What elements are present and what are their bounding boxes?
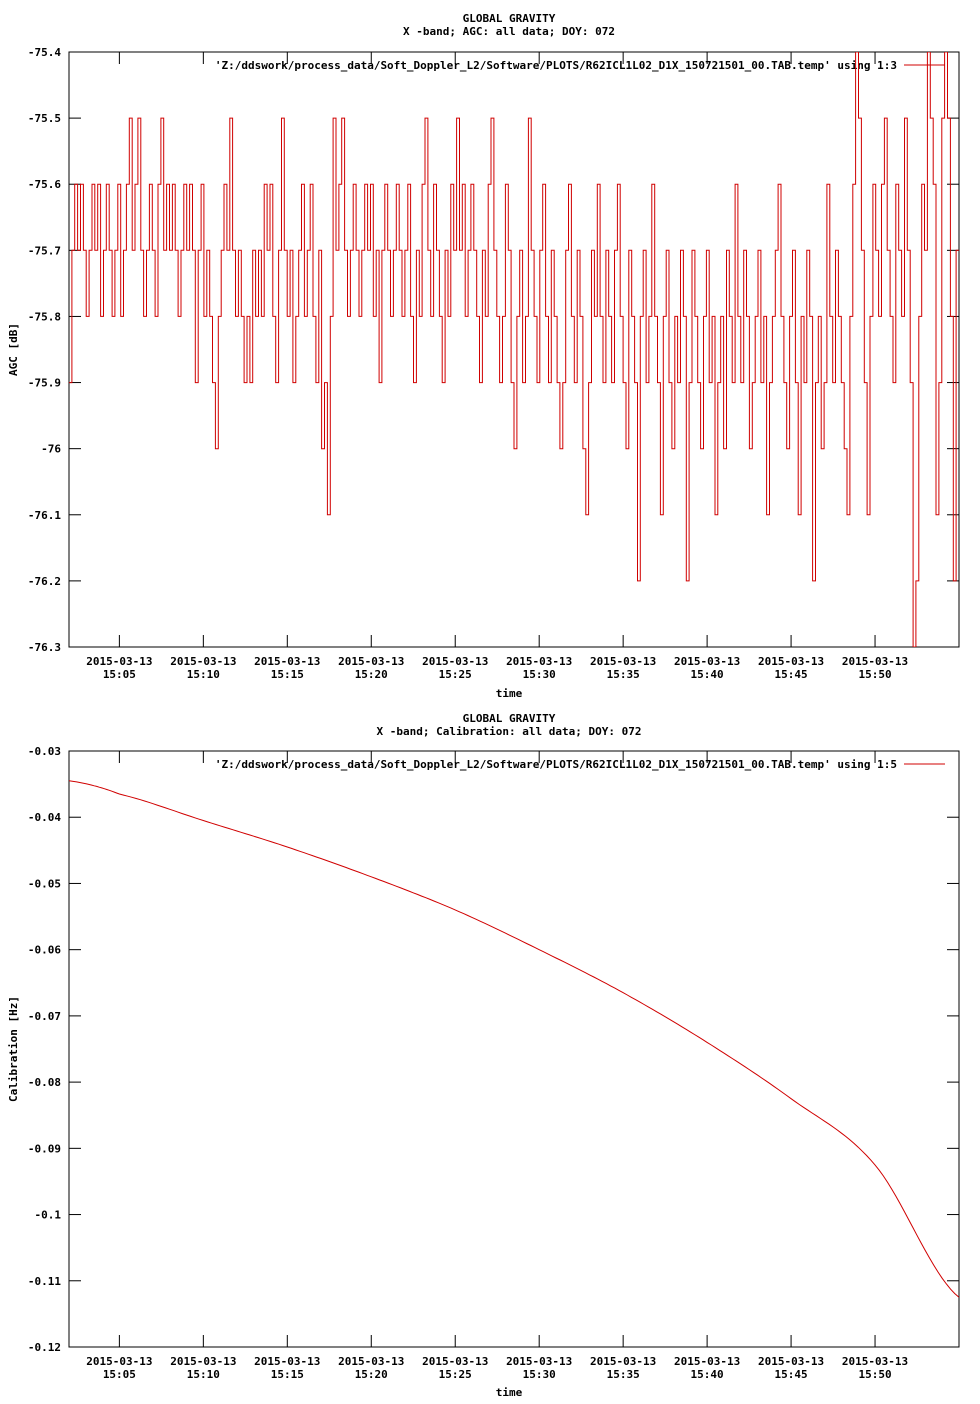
x-tick-time-label: 15:40 bbox=[691, 668, 724, 681]
y-tick-label: -0.09 bbox=[28, 1142, 61, 1155]
x-tick-time-label: 15:20 bbox=[355, 1368, 388, 1381]
x-tick-time-label: 15:30 bbox=[523, 1368, 556, 1381]
x-tick-time-label: 15:05 bbox=[103, 668, 136, 681]
x-tick-time-label: 15:45 bbox=[775, 1368, 808, 1381]
y-tick-label: -76.2 bbox=[28, 575, 61, 588]
plot-frame bbox=[69, 751, 959, 1347]
x-tick-time-label: 15:15 bbox=[271, 668, 304, 681]
x-tick-date-label: 2015-03-13 bbox=[338, 655, 404, 668]
y-tick-label: -0.11 bbox=[28, 1275, 61, 1288]
x-tick-date-label: 2015-03-13 bbox=[842, 655, 908, 668]
y-tick-label: -75.4 bbox=[28, 46, 61, 59]
x-tick-date-label: 2015-03-13 bbox=[422, 1355, 488, 1368]
x-tick-time-label: 15:50 bbox=[858, 668, 891, 681]
x-tick-date-label: 2015-03-13 bbox=[86, 655, 152, 668]
y-tick-label: -0.07 bbox=[28, 1010, 61, 1023]
x-tick-time-label: 15:10 bbox=[187, 1368, 220, 1381]
y-tick-label: -76.3 bbox=[28, 641, 61, 654]
x-tick-date-label: 2015-03-13 bbox=[674, 1355, 740, 1368]
x-tick-date-label: 2015-03-13 bbox=[254, 1355, 320, 1368]
x-tick-date-label: 2015-03-13 bbox=[674, 655, 740, 668]
y-tick-label: -0.04 bbox=[28, 811, 61, 824]
x-tick-time-label: 15:35 bbox=[607, 668, 640, 681]
x-tick-date-label: 2015-03-13 bbox=[86, 1355, 152, 1368]
y-tick-label: -0.12 bbox=[28, 1341, 61, 1354]
x-tick-date-label: 2015-03-13 bbox=[590, 655, 656, 668]
chart-subtitle: X -band; Calibration: all data; DOY: 072 bbox=[377, 725, 642, 738]
y-axis-label: AGC [dB] bbox=[7, 323, 20, 376]
series-line bbox=[69, 52, 959, 647]
x-tick-time-label: 15:20 bbox=[355, 668, 388, 681]
x-axis-label: time bbox=[496, 687, 523, 700]
chart-subtitle: X -band; AGC: all data; DOY: 072 bbox=[403, 25, 615, 38]
x-tick-date-label: 2015-03-13 bbox=[506, 1355, 572, 1368]
y-tick-label: -0.1 bbox=[35, 1209, 62, 1222]
x-tick-time-label: 15:35 bbox=[607, 1368, 640, 1381]
y-tick-label: -0.08 bbox=[28, 1076, 61, 1089]
x-tick-time-label: 15:10 bbox=[187, 668, 220, 681]
series-line bbox=[69, 781, 959, 1298]
y-tick-label: -0.06 bbox=[28, 944, 61, 957]
x-tick-date-label: 2015-03-13 bbox=[758, 1355, 824, 1368]
x-tick-time-label: 15:25 bbox=[439, 668, 472, 681]
y-tick-label: -76 bbox=[41, 443, 61, 456]
y-tick-label: -76.1 bbox=[28, 509, 61, 522]
x-tick-time-label: 15:30 bbox=[523, 668, 556, 681]
x-tick-time-label: 15:50 bbox=[858, 1368, 891, 1381]
y-axis-label: Calibration [Hz] bbox=[7, 996, 20, 1102]
chart-title: GLOBAL GRAVITY bbox=[463, 712, 556, 725]
y-tick-label: -0.03 bbox=[28, 745, 61, 758]
x-tick-date-label: 2015-03-13 bbox=[422, 655, 488, 668]
x-tick-date-label: 2015-03-13 bbox=[254, 655, 320, 668]
x-tick-time-label: 15:45 bbox=[775, 668, 808, 681]
y-tick-label: -75.6 bbox=[28, 178, 61, 191]
y-tick-label: -75.5 bbox=[28, 112, 61, 125]
y-tick-label: -0.05 bbox=[28, 877, 61, 890]
x-tick-time-label: 15:05 bbox=[103, 1368, 136, 1381]
chart-title: GLOBAL GRAVITY bbox=[463, 12, 556, 25]
x-tick-date-label: 2015-03-13 bbox=[506, 655, 572, 668]
x-tick-date-label: 2015-03-13 bbox=[842, 1355, 908, 1368]
x-tick-date-label: 2015-03-13 bbox=[590, 1355, 656, 1368]
legend-label: 'Z:/ddswork/process_data/Soft_Doppler_L2… bbox=[215, 758, 897, 771]
y-tick-label: -75.7 bbox=[28, 244, 61, 257]
y-tick-label: -75.8 bbox=[28, 310, 61, 323]
x-tick-date-label: 2015-03-13 bbox=[338, 1355, 404, 1368]
x-tick-date-label: 2015-03-13 bbox=[758, 655, 824, 668]
x-tick-date-label: 2015-03-13 bbox=[170, 655, 236, 668]
x-tick-time-label: 15:15 bbox=[271, 1368, 304, 1381]
legend-label: 'Z:/ddswork/process_data/Soft_Doppler_L2… bbox=[215, 59, 897, 72]
x-tick-time-label: 15:40 bbox=[691, 1368, 724, 1381]
x-axis-label: time bbox=[496, 1386, 523, 1399]
plot-frame bbox=[69, 52, 959, 647]
x-tick-date-label: 2015-03-13 bbox=[170, 1355, 236, 1368]
x-tick-time-label: 15:25 bbox=[439, 1368, 472, 1381]
y-tick-label: -75.9 bbox=[28, 377, 61, 390]
